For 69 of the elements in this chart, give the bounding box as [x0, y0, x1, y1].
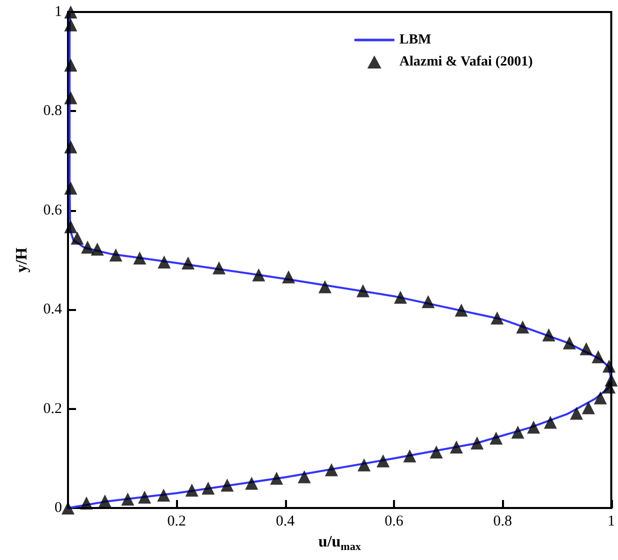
point — [511, 426, 524, 439]
point — [403, 449, 416, 462]
point — [133, 252, 146, 265]
point — [516, 320, 530, 334]
point — [582, 401, 595, 414]
point — [64, 182, 78, 195]
point — [470, 436, 484, 450]
point — [90, 242, 104, 256]
y-tick-label: 0.2 — [43, 400, 62, 417]
point — [358, 458, 371, 472]
point — [81, 240, 94, 254]
point — [602, 380, 616, 394]
point — [356, 284, 370, 298]
point — [376, 454, 390, 468]
point — [64, 140, 78, 154]
point — [64, 18, 78, 32]
point — [422, 295, 435, 308]
point — [185, 484, 198, 497]
point — [592, 350, 605, 364]
point — [542, 328, 556, 342]
point — [202, 482, 215, 495]
point — [70, 232, 84, 245]
point — [324, 463, 338, 476]
point — [580, 342, 593, 356]
point — [252, 268, 266, 282]
point — [138, 490, 152, 504]
point — [430, 445, 443, 458]
point — [450, 440, 463, 454]
y-tick-label: 1 — [54, 4, 62, 20]
point — [602, 360, 616, 373]
y-axis-title: y/H — [14, 247, 30, 272]
point — [212, 261, 226, 274]
y-tick-label: 0.8 — [43, 103, 62, 120]
point — [298, 470, 311, 484]
y-tick-label: 0.4 — [43, 302, 62, 318]
x-tick-label: 0.2 — [167, 514, 186, 530]
point — [490, 432, 503, 445]
point — [562, 336, 576, 350]
x-tick-label: 1 — [608, 514, 615, 530]
point — [121, 492, 134, 506]
point — [570, 406, 583, 420]
legend-label: Alazmi & Vafai (2001) — [399, 54, 534, 70]
x-tick-label: 0.4 — [276, 514, 296, 530]
point — [394, 290, 407, 304]
point — [64, 58, 78, 72]
point — [318, 280, 332, 294]
point — [98, 494, 112, 508]
point — [454, 304, 468, 317]
point — [282, 270, 296, 284]
y-tick-label: 0.6 — [43, 202, 62, 218]
point — [64, 220, 78, 234]
point — [544, 416, 557, 429]
point — [270, 472, 284, 485]
point — [245, 476, 258, 490]
point — [594, 391, 607, 404]
point — [490, 312, 504, 325]
legend-label: LBM — [399, 32, 432, 48]
y-tick-label: 0 — [54, 500, 62, 516]
point — [80, 496, 93, 510]
point — [220, 478, 234, 492]
point — [182, 256, 195, 270]
point — [158, 255, 171, 268]
point — [109, 248, 122, 262]
x-tick-label: 0.8 — [493, 514, 512, 530]
point — [64, 91, 78, 104]
point — [157, 488, 170, 502]
point — [64, 6, 78, 18]
x-tick-label: 0.6 — [384, 514, 404, 530]
point — [527, 420, 540, 434]
